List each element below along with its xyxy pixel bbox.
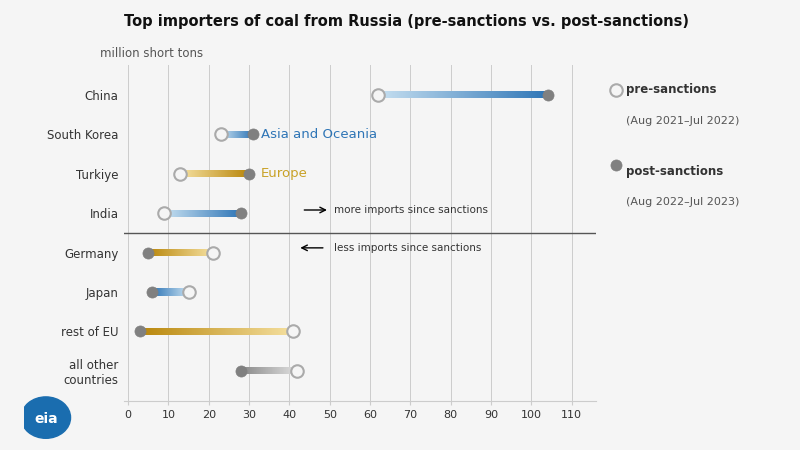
Text: post-sanctions: post-sanctions [626, 165, 724, 177]
Ellipse shape [21, 397, 70, 438]
Text: (Aug 2021–Jul 2022): (Aug 2021–Jul 2022) [626, 117, 740, 126]
Text: Top importers of coal from Russia (pre-sanctions vs. post-sanctions): Top importers of coal from Russia (pre-s… [124, 14, 689, 29]
Text: more imports since sanctions: more imports since sanctions [334, 205, 488, 215]
Text: less imports since sanctions: less imports since sanctions [334, 243, 481, 253]
Text: (Aug 2022–Jul 2023): (Aug 2022–Jul 2023) [626, 198, 740, 207]
Text: eia: eia [34, 412, 58, 427]
Text: Asia and Oceania: Asia and Oceania [261, 128, 378, 141]
Text: million short tons: million short tons [100, 47, 203, 60]
Text: Europe: Europe [261, 167, 308, 180]
Text: pre-sanctions: pre-sanctions [626, 84, 717, 96]
